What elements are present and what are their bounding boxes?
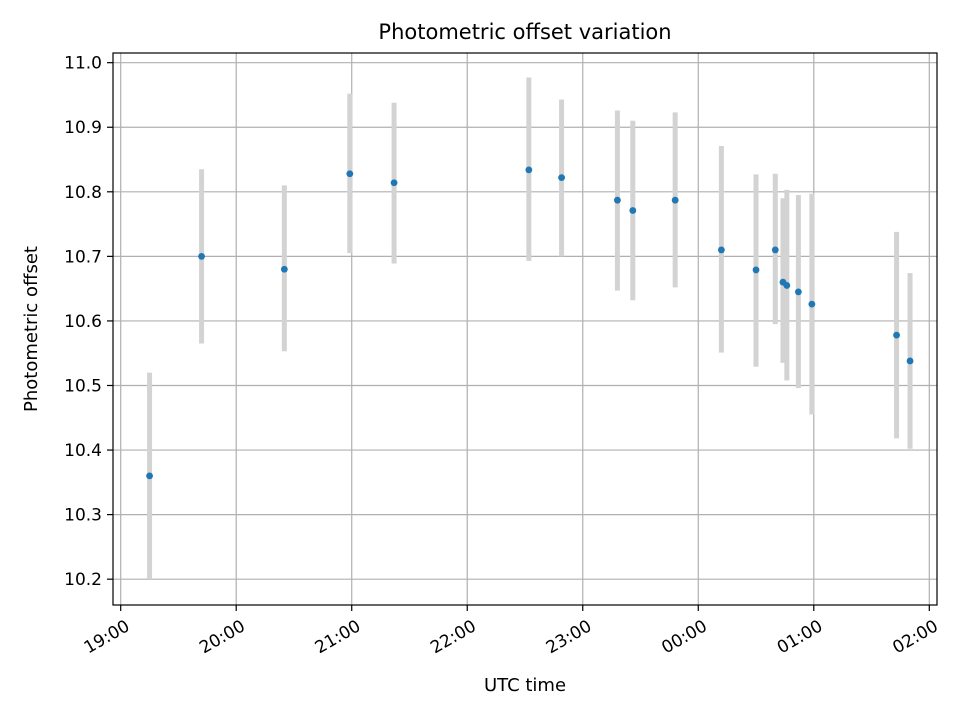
y-axis-label: Photometric offset [21,246,42,412]
data-point [346,170,354,178]
y-tick-label: 10.9 [64,118,102,138]
y-tick-label: 10.5 [64,376,102,396]
data-point [146,472,153,480]
x-axis-label: UTC time [484,675,566,696]
data-point [390,179,398,187]
y-tick-label: 10.7 [64,247,102,267]
data-point [198,252,205,260]
data-point [629,207,637,214]
data-point [771,246,779,254]
data-point [614,196,621,204]
data-point [752,266,760,274]
data-point [893,331,900,339]
data-point [525,166,533,174]
y-tick-label: 10.3 [64,506,102,526]
y-tick-label: 10.6 [64,312,102,332]
chart-title: Photometric offset variation [378,20,671,44]
data-point [280,265,288,273]
y-tick-label: 10.4 [64,441,102,461]
data-point [717,246,725,254]
y-tick-label: 10.8 [64,183,102,203]
data-points [146,166,914,480]
y-tick-label: 10.2 [64,570,102,590]
data-point [794,288,802,296]
y-tick-label: 11.0 [64,54,102,74]
plot-frame [112,52,938,606]
data-point [783,282,791,289]
data-point [671,196,679,204]
data-point [558,174,565,182]
data-point [906,357,914,365]
data-point [808,300,816,308]
